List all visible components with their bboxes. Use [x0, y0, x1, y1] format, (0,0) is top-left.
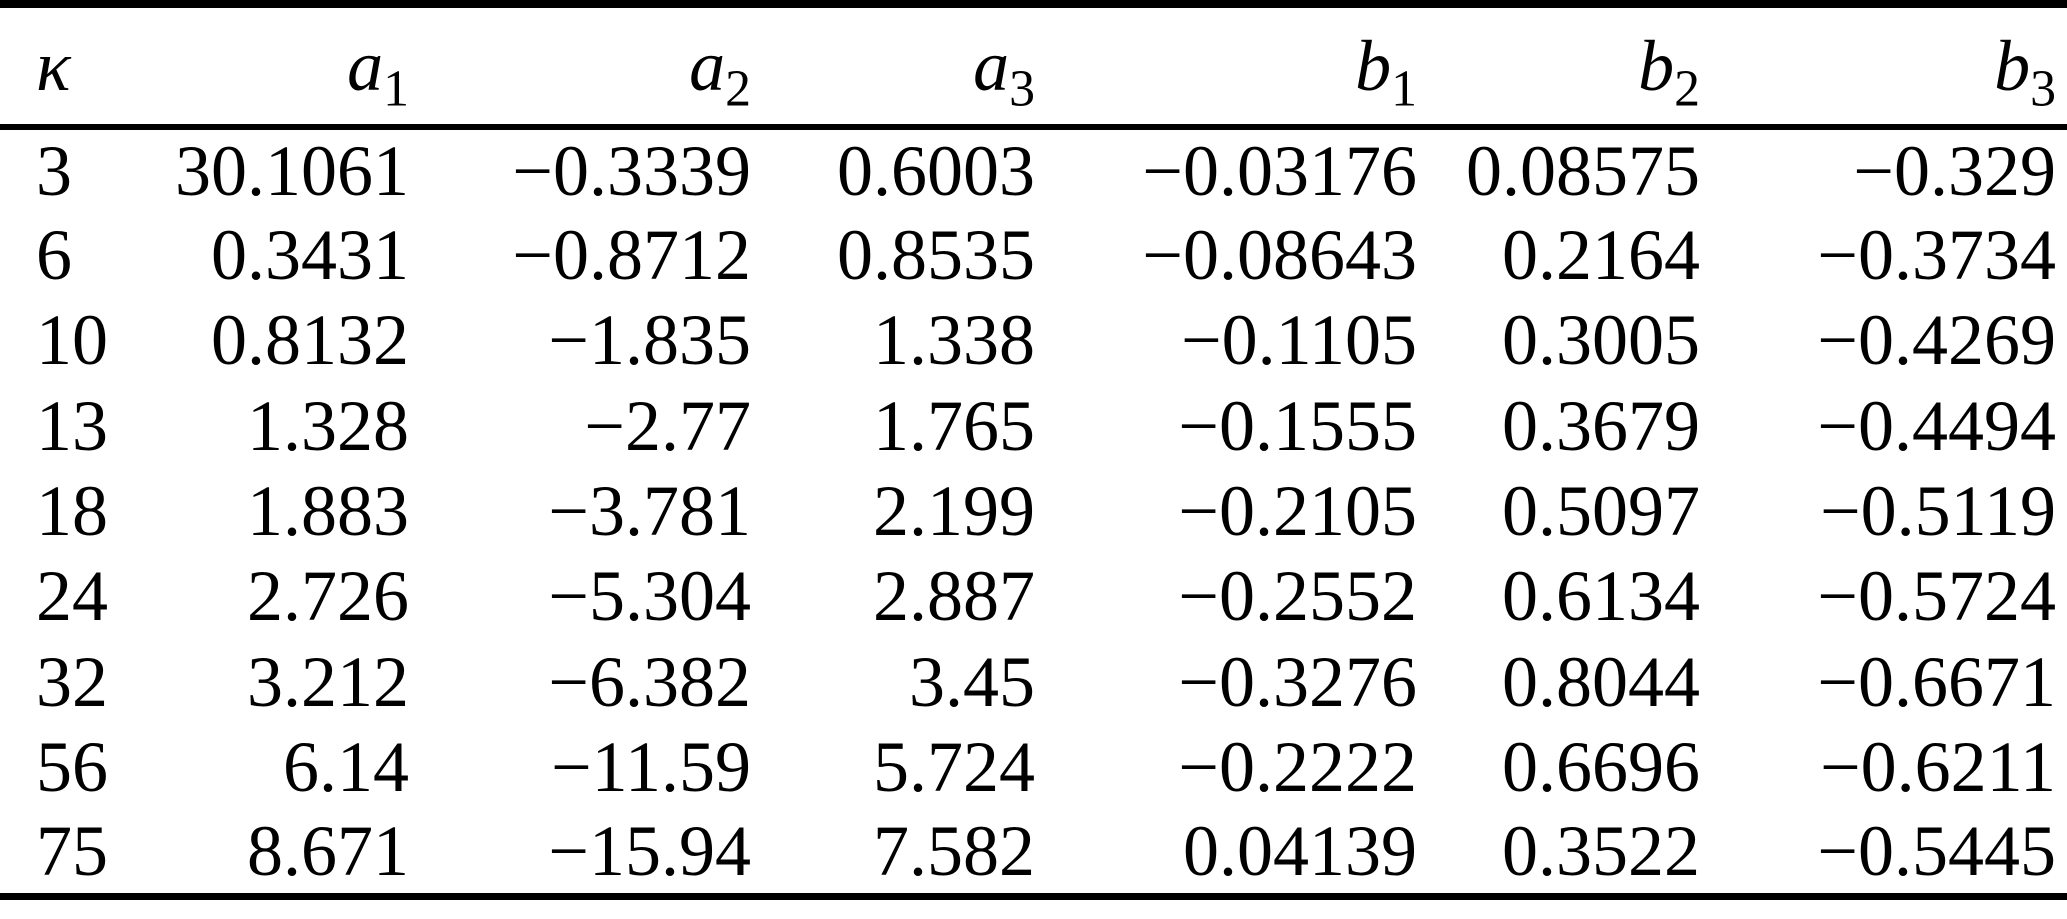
- column-header-subscript: 1: [1391, 59, 1417, 117]
- value-cell: 1.765: [873, 385, 1035, 466]
- value-cell: 1.328: [247, 385, 409, 466]
- table-row: 13 1.328 −2.77 1.765 −0.1555 0.3679 −0.4494: [0, 384, 2067, 469]
- column-header-symbol: a: [347, 25, 384, 106]
- value-cell: 2.199: [873, 471, 1035, 552]
- column-header-subscript: 2: [725, 59, 751, 117]
- value-cell: −0.4269: [1817, 300, 2056, 381]
- value-cell: 0.6696: [1502, 726, 1700, 807]
- value-cell: 6.14: [283, 726, 409, 807]
- column-header-symbol: b: [1994, 25, 2031, 106]
- table-row: 24 2.726 −5.304 2.887 −0.2552 0.6134 −0.5724: [0, 554, 2067, 639]
- value-cell: −0.3734: [1817, 215, 2056, 296]
- kappa-cell: 56: [36, 726, 108, 807]
- value-cell: 1.883: [247, 471, 409, 552]
- value-cell: 0.6134: [1502, 556, 1700, 637]
- column-header-b2: b2: [1417, 4, 1700, 130]
- value-cell: −0.03176: [1142, 131, 1417, 211]
- column-header-subscript: 3: [1009, 59, 1035, 117]
- value-cell: 0.3431: [211, 215, 409, 296]
- value-cell: −2.77: [584, 385, 751, 466]
- value-cell: 0.8132: [211, 300, 409, 381]
- value-cell: −5.304: [548, 556, 751, 637]
- value-cell: 0.5097: [1502, 471, 1700, 552]
- column-header-symbol: b: [1355, 25, 1392, 106]
- value-cell: −0.5445: [1817, 811, 2056, 892]
- value-cell: −0.3276: [1178, 641, 1417, 722]
- value-cell: −0.08643: [1142, 215, 1417, 296]
- value-cell: 5.724: [873, 726, 1035, 807]
- value-cell: −0.8712: [512, 215, 751, 296]
- value-cell: −0.329: [1853, 131, 2056, 211]
- value-cell: 0.3005: [1502, 300, 1700, 381]
- value-cell: 2.726: [247, 556, 409, 637]
- table-row: 56 6.14 −11.59 5.724 −0.2222 0.6696 −0.6211: [0, 725, 2067, 810]
- value-cell: −0.2552: [1178, 556, 1417, 637]
- value-cell: 30.1061: [175, 131, 409, 211]
- column-header-b3: b3: [1700, 4, 2067, 130]
- kappa-cell: 3: [36, 131, 72, 211]
- column-header-b1: b1: [1035, 4, 1417, 130]
- value-cell: −0.5724: [1817, 556, 2056, 637]
- value-cell: −0.6211: [1820, 726, 2056, 807]
- value-cell: −0.2105: [1178, 471, 1417, 552]
- table-row: 75 8.671 −15.94 7.582 0.04139 0.3522 −0.5445: [0, 810, 2067, 897]
- column-header-subscript: 2: [1674, 59, 1700, 117]
- value-cell: −0.1105: [1181, 300, 1417, 381]
- value-cell: −0.3339: [512, 131, 751, 211]
- column-header-symbol: κ: [36, 25, 71, 106]
- table-row: 3 30.1061 −0.3339 0.6003 −0.03176 0.08575 −0.3…: [0, 127, 2067, 213]
- table-body: 3 30.1061 −0.3339 0.6003 −0.03176 0.08575 −0.3…: [0, 127, 2067, 897]
- kappa-cell: 32: [36, 641, 108, 722]
- value-cell: 0.3679: [1502, 385, 1700, 466]
- column-header-a1: a1: [90, 4, 409, 130]
- table-header-row: κ a1 a2 a3 b1 b2 b3: [0, 4, 2067, 130]
- value-cell: 0.2164: [1502, 215, 1700, 296]
- value-cell: −3.781: [548, 471, 751, 552]
- value-cell: −1.835: [548, 300, 751, 381]
- value-cell: 1.338: [873, 300, 1035, 381]
- value-cell: 0.8044: [1502, 641, 1700, 722]
- value-cell: −0.5119: [1820, 471, 2056, 552]
- column-header-symbol: a: [689, 25, 726, 106]
- table-row: 18 1.883 −3.781 2.199 −0.2105 0.5097 −0.5119: [0, 469, 2067, 554]
- value-cell: −0.6671: [1817, 641, 2056, 722]
- value-cell: −11.59: [551, 726, 751, 807]
- kappa-cell: 10: [36, 300, 108, 381]
- column-header-a2: a2: [409, 4, 751, 130]
- column-header-subscript: 1: [383, 59, 409, 117]
- table-header: κ a1 a2 a3 b1 b2 b3: [0, 4, 2067, 130]
- value-cell: −0.2222: [1178, 726, 1417, 807]
- table-row: 10 0.8132 −1.835 1.338 −0.1105 0.3005 −0.4269: [0, 298, 2067, 383]
- table-row: 6 0.3431 −0.8712 0.8535 −0.08643 0.2164 −0.373…: [0, 213, 2067, 298]
- kappa-cell: 18: [36, 471, 108, 552]
- value-cell: 0.04139: [1183, 811, 1417, 892]
- kappa-cell: 24: [36, 556, 108, 637]
- column-header-a3: a3: [751, 4, 1035, 130]
- value-cell: −0.1555: [1178, 385, 1417, 466]
- value-cell: 2.887: [873, 556, 1035, 637]
- value-cell: 0.08575: [1466, 131, 1700, 211]
- value-cell: 0.6003: [837, 131, 1035, 211]
- kappa-cell: 75: [36, 811, 108, 892]
- value-cell: 3.45: [909, 641, 1035, 722]
- value-cell: 8.671: [247, 811, 409, 892]
- column-header-subscript: 3: [2030, 59, 2056, 117]
- kappa-cell: 13: [36, 385, 108, 466]
- column-header-κ: κ: [0, 4, 90, 130]
- value-cell: −15.94: [548, 811, 751, 892]
- column-header-symbol: a: [973, 25, 1010, 106]
- value-cell: 3.212: [247, 641, 409, 722]
- value-cell: −6.382: [548, 641, 751, 722]
- column-header-symbol: b: [1638, 25, 1675, 106]
- value-cell: 7.582: [873, 811, 1035, 892]
- value-cell: −0.4494: [1817, 385, 2056, 466]
- table-row: 32 3.212 −6.382 3.45 −0.3276 0.8044 −0.6671: [0, 639, 2067, 724]
- value-cell: 0.3522: [1502, 811, 1700, 892]
- kappa-cell: 6: [36, 215, 72, 296]
- value-cell: 0.8535: [837, 215, 1035, 296]
